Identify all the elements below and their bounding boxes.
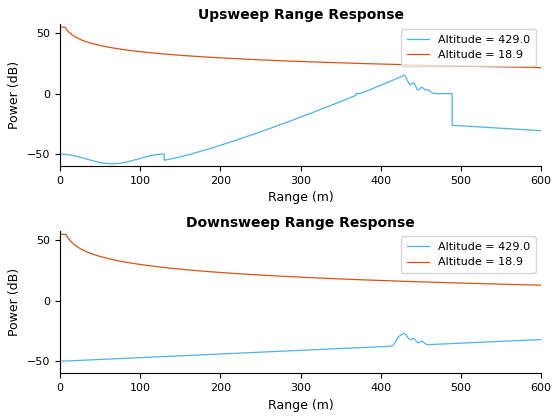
Altitude = 429.0 (362, 89, 369, 94)
Altitude = 18.9 (57, 25, 64, 30)
Line: Altitude = 18.9: Altitude = 18.9 (60, 234, 541, 285)
Altitude = 18.9 (342, 277, 348, 282)
Altitude = 18.9 (538, 65, 544, 70)
Line: Altitude = 429.0: Altitude = 429.0 (60, 75, 541, 164)
Altitude = 18.9 (439, 280, 446, 285)
Altitude = 18.9 (342, 60, 348, 66)
Altitude = 18.9 (439, 63, 446, 68)
Title: Downsweep Range Response: Downsweep Range Response (186, 215, 415, 230)
Altitude = 429.0 (231, 138, 238, 143)
Altitude = 18.9 (413, 279, 420, 284)
Altitude = 429.0 (362, 345, 369, 350)
Legend: Altitude = 429.0, Altitude = 18.9: Altitude = 429.0, Altitude = 18.9 (402, 29, 535, 66)
Altitude = 18.9 (81, 248, 88, 253)
Title: Upsweep Range Response: Upsweep Range Response (198, 8, 404, 22)
Altitude = 429.0 (57, 359, 64, 364)
Line: Altitude = 429.0: Altitude = 429.0 (60, 333, 541, 361)
Altitude = 429.0 (81, 156, 88, 161)
Legend: Altitude = 429.0, Altitude = 18.9: Altitude = 429.0, Altitude = 18.9 (402, 236, 535, 273)
Altitude = 18.9 (362, 278, 369, 283)
X-axis label: Range (m): Range (m) (268, 399, 333, 412)
Altitude = 429.0 (57, 152, 64, 157)
Altitude = 429.0 (109, 161, 115, 166)
Line: Altitude = 18.9: Altitude = 18.9 (60, 27, 541, 68)
Altitude = 18.9 (81, 39, 88, 44)
Altitude = 18.9 (57, 232, 64, 237)
Altitude = 429.0 (342, 97, 348, 102)
Altitude = 429.0 (538, 128, 544, 133)
X-axis label: Range (m): Range (m) (268, 192, 333, 205)
Altitude = 18.9 (413, 63, 420, 68)
Altitude = 429.0 (400, 331, 407, 336)
Altitude = 18.9 (231, 56, 238, 61)
Altitude = 429.0 (414, 86, 421, 91)
Altitude = 429.0 (439, 341, 446, 346)
Altitude = 429.0 (342, 346, 348, 351)
Altitude = 429.0 (439, 91, 446, 96)
Altitude = 18.9 (362, 61, 369, 66)
Altitude = 429.0 (231, 351, 238, 356)
Altitude = 18.9 (538, 283, 544, 288)
Altitude = 18.9 (231, 271, 238, 276)
Altitude = 429.0 (413, 340, 420, 345)
Y-axis label: Power (dB): Power (dB) (8, 61, 21, 129)
Altitude = 429.0 (400, 73, 407, 78)
Altitude = 429.0 (538, 337, 544, 342)
Altitude = 429.0 (81, 358, 88, 363)
Y-axis label: Power (dB): Power (dB) (8, 268, 21, 336)
